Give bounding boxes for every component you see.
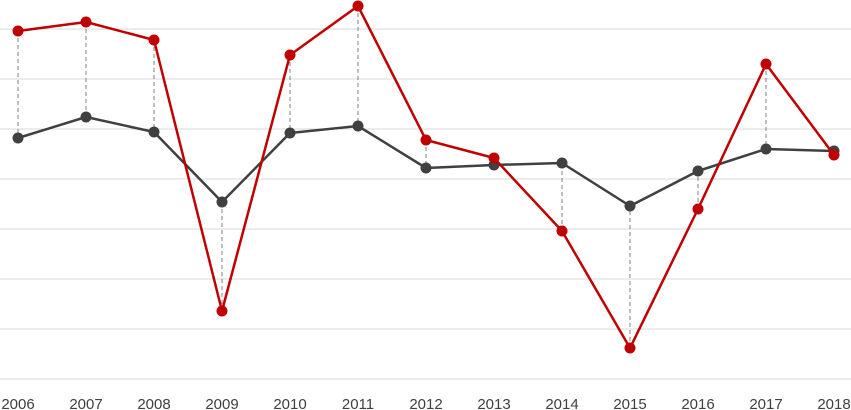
x-tick-label: 2018	[817, 396, 850, 410]
point	[284, 127, 296, 139]
x-tick-label: 2014	[545, 396, 578, 410]
point	[488, 152, 500, 164]
point	[216, 196, 228, 208]
point	[80, 111, 92, 123]
point	[352, 120, 364, 132]
point	[828, 149, 840, 161]
point	[692, 165, 704, 177]
x-tick-label: 2012	[409, 396, 442, 410]
point	[760, 143, 772, 155]
point	[284, 49, 296, 61]
x-tick-label: 2016	[681, 396, 714, 410]
x-tick-label: 2017	[749, 396, 782, 410]
x-tick-label: 2010	[273, 396, 306, 410]
point	[352, 0, 364, 12]
point	[420, 162, 432, 174]
x-tick-label: 2008	[137, 396, 170, 410]
point	[420, 134, 432, 146]
point	[556, 157, 568, 169]
x-tick-label: 2009	[205, 396, 238, 410]
x-tick-label: 2011	[342, 396, 374, 410]
point	[148, 126, 160, 138]
point	[12, 25, 24, 37]
point	[216, 305, 228, 317]
point	[692, 203, 704, 215]
point	[760, 58, 772, 70]
x-tick-label: 2015	[613, 396, 646, 410]
point	[624, 342, 636, 354]
point	[12, 132, 24, 144]
x-tick-label: 2007	[69, 396, 102, 410]
point	[148, 34, 160, 46]
point	[556, 225, 568, 237]
x-tick-label: 2013	[477, 396, 510, 410]
point	[80, 16, 92, 28]
point	[624, 200, 636, 212]
x-tick-label: 2006	[1, 396, 34, 410]
series-line	[17, 4, 836, 350]
